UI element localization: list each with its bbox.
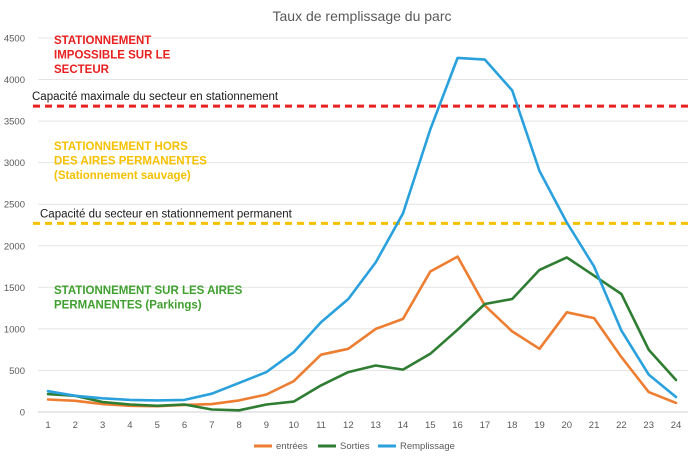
x-tick-label: 8 [236, 420, 241, 431]
x-tick-label: 2 [73, 420, 78, 431]
y-tick-label: 2500 [4, 200, 25, 211]
region-annotation-line: STATIONNEMENT SUR LES AIRES [54, 285, 243, 297]
x-tick-label: 3 [100, 420, 105, 431]
x-tick-label: 4 [127, 420, 132, 431]
series-line-3 [46, 56, 678, 402]
y-tick-label: 3000 [4, 158, 25, 169]
region-annotation-line: (Stationnement sauvage) [54, 170, 191, 182]
region-annotation-line: PERMANENTES (Parkings) [54, 300, 202, 312]
legend-label: Remplissage [400, 441, 455, 452]
region-annotation-line: STATIONNEMENT HORS [54, 141, 188, 153]
x-tick-label: 7 [209, 420, 214, 431]
region-annotation-line: SECTEUR [54, 64, 110, 76]
series-line-2 [46, 256, 678, 412]
x-tick-label: 16 [452, 420, 463, 431]
legend-label: entrées [276, 441, 308, 452]
y-tick-label: 3500 [4, 117, 25, 128]
reference-lines: Capacité maximale du secteur en stationn… [32, 91, 688, 225]
annotations: STATIONNEMENT IMPOSSIBLE SUR LE SECTEUR STA… [54, 35, 243, 312]
y-tick-label: 500 [9, 366, 25, 377]
region-annotation-line: IMPOSSIBLE SUR LE [54, 50, 171, 62]
region-annotation-line: DES AIRES PERMANENTES [54, 156, 207, 168]
legend: entrées Sorties Remplissage [254, 441, 455, 452]
x-tick-label: 22 [616, 420, 627, 431]
x-tick-label: 6 [182, 420, 187, 431]
x-tick-label: 11 [316, 420, 326, 431]
y-tick-label: 4500 [4, 34, 25, 45]
chart-title: Taux de remplissage du parc [273, 8, 452, 24]
x-tick-label: 21 [589, 420, 600, 431]
reference-line-label: Capacité du secteur en stationnement per… [40, 208, 293, 220]
x-tick-label: 17 [480, 420, 491, 431]
legend-label: Sorties [340, 441, 370, 452]
x-tick-label: 10 [288, 420, 299, 431]
x-tick-label: 15 [425, 420, 436, 431]
series-lines [46, 56, 678, 412]
y-tick-label: 1500 [4, 283, 25, 294]
x-tick-label: 14 [398, 420, 409, 431]
y-tick-label: 1000 [4, 324, 25, 335]
region-annotation-line: STATIONNEMENT [54, 35, 151, 47]
gridlines [38, 37, 688, 413]
x-tick-label: 9 [264, 420, 269, 431]
x-tick-label: 19 [534, 420, 545, 431]
x-tick-label: 12 [343, 420, 354, 431]
y-tick-label: 2000 [4, 241, 25, 252]
y-tick-label: 4000 [4, 75, 25, 86]
reference-line-label: Capacité maximale du secteur en stationn… [32, 91, 279, 103]
x-tick-label: 13 [370, 420, 381, 431]
x-tick-label: 5 [155, 420, 160, 431]
x-tick-label: 1 [45, 420, 50, 431]
y-tick-label: 0 [20, 408, 25, 419]
x-tick-label: 23 [643, 420, 654, 431]
x-tick-label: 24 [671, 420, 682, 431]
y-axis-ticks: 0 500 1000 1500 2000 2500 3000 3500 4000 4500 [4, 34, 25, 419]
x-tick-label: 18 [507, 420, 518, 431]
x-axis-ticks: 1 2 3 4 5 6 7 8 9 10 11 12 13 14 15 16 17 18 19 20 21 22 23 24 [45, 420, 681, 431]
x-tick-label: 20 [561, 420, 572, 431]
